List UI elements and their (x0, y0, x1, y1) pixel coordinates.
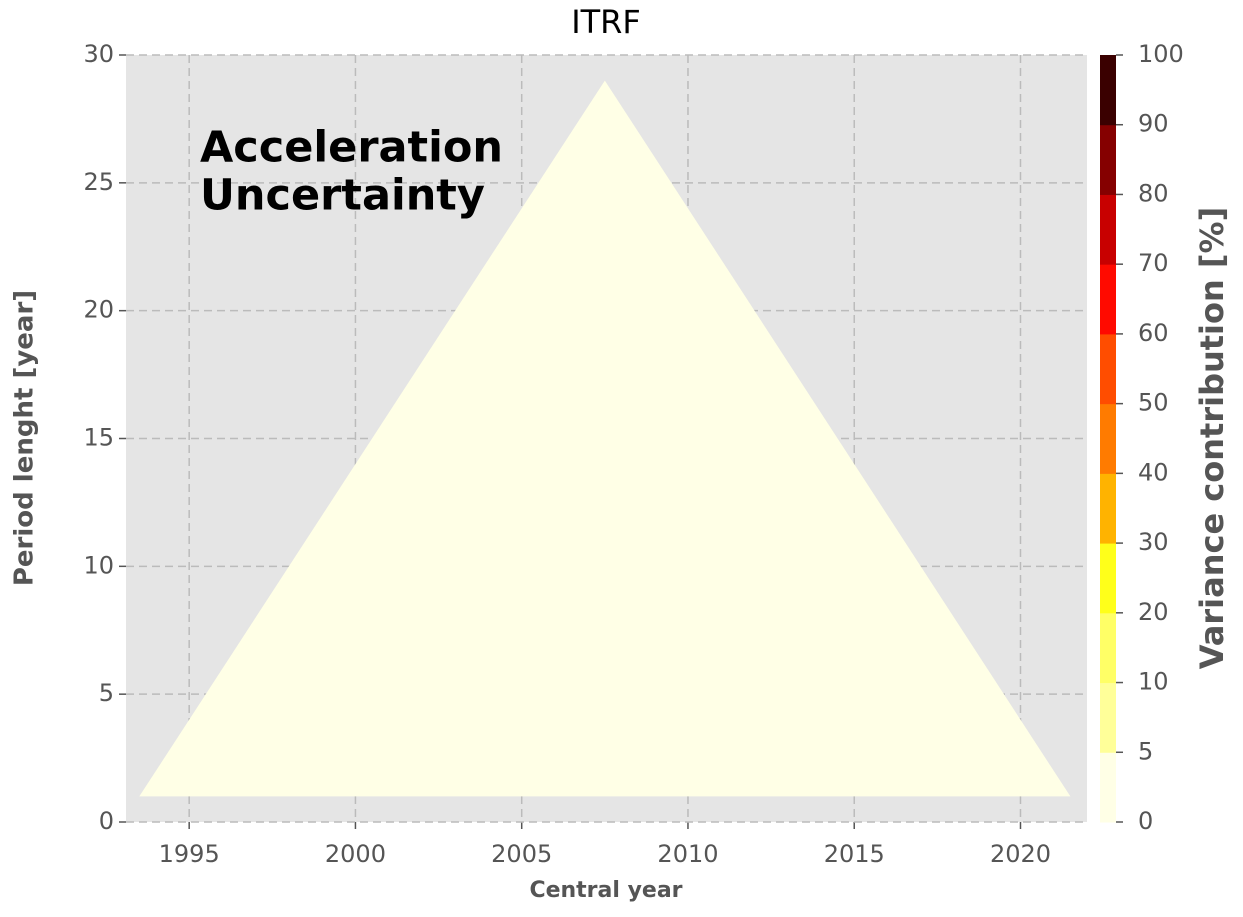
x-tick-label: 2005 (491, 840, 552, 868)
contour-region (139, 80, 1071, 797)
colorbar-tick-label: 70 (1138, 249, 1169, 277)
x-tick-label: 1995 (159, 840, 220, 868)
x-tick-label: 2010 (657, 840, 718, 868)
y-tick-label: 20 (83, 296, 114, 324)
y-tick-label: 25 (83, 168, 114, 196)
colorbar-label: Variance contribution [%] (1193, 207, 1231, 670)
colorbar-tick-label: 5 (1138, 737, 1153, 765)
colorbar-tick-label: 80 (1138, 179, 1169, 207)
y-tick-label: 30 (83, 40, 114, 68)
x-tick-label: 2000 (325, 840, 386, 868)
y-axis-label: Period lenght [year] (10, 290, 40, 586)
colorbar-band (1100, 194, 1116, 265)
colorbar-tick-label: 0 (1138, 807, 1153, 835)
x-axis-label: Central year (529, 878, 682, 903)
y-tick-label: 0 (99, 807, 114, 835)
y-tick-label: 10 (83, 551, 114, 579)
x-tick-label: 2015 (824, 840, 885, 868)
x-tick-label: 2020 (990, 840, 1051, 868)
colorbar-band (1100, 55, 1116, 126)
annotation: Uncertainty (200, 171, 485, 221)
colorbar-tick-label: 10 (1138, 668, 1169, 696)
colorbar-band (1100, 403, 1116, 474)
y-tick-label: 15 (83, 424, 114, 452)
colorbar-band (1100, 612, 1116, 684)
colorbar-tick-label: 20 (1138, 598, 1169, 626)
colorbar-band (1100, 543, 1116, 614)
colorbar-band (1100, 682, 1116, 753)
colorbar-tick-label: 100 (1138, 40, 1184, 68)
colorbar-band (1100, 333, 1116, 405)
chart-title: ITRF (571, 3, 641, 41)
colorbar-band (1100, 264, 1116, 335)
colorbar-band (1100, 124, 1116, 195)
annotation: Acceleration (200, 123, 503, 173)
colorbar-band (1100, 752, 1116, 823)
colorbar-tick-label: 50 (1138, 389, 1169, 417)
colorbar-tick-label: 90 (1138, 110, 1169, 138)
colorbar-tick-label: 40 (1138, 458, 1169, 486)
colorbar-tick-label: 30 (1138, 528, 1169, 556)
y-tick-label: 5 (99, 679, 114, 707)
colorbar-band (1100, 473, 1116, 544)
colorbar-tick-label: 60 (1138, 319, 1169, 347)
